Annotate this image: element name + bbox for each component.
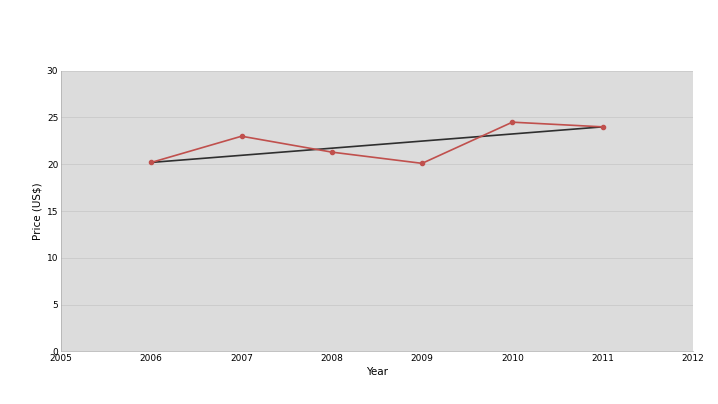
Text: Figure 2.3 Log prices per year that AIMCU received (in US$): Figure 2.3 Log prices per year that AIMC…	[7, 18, 569, 36]
Y-axis label: Price (US$): Price (US$)	[32, 182, 42, 240]
X-axis label: Year: Year	[366, 367, 388, 377]
